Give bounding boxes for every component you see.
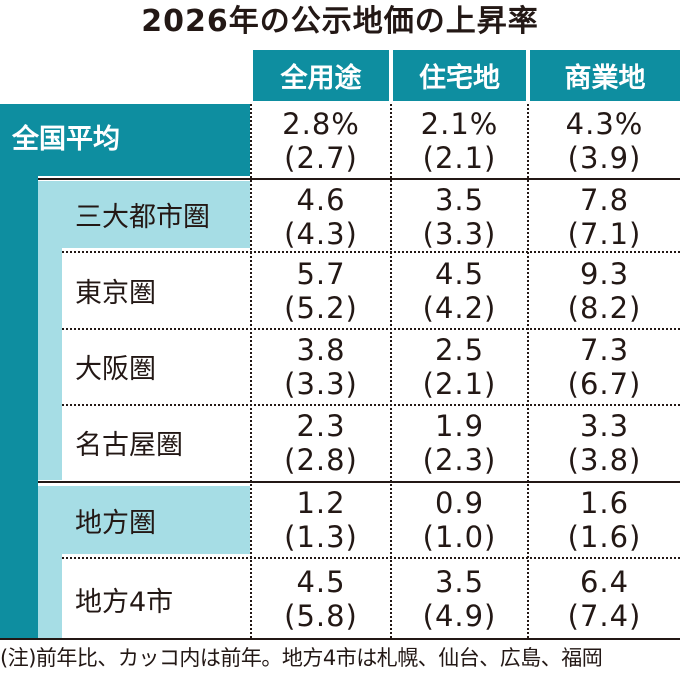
- metro-group-bracket: [38, 181, 62, 480]
- value-current: 4.5: [296, 565, 346, 599]
- cell-regional-4-cities-residential: 3.5 (4.9): [392, 560, 527, 638]
- footnote: (注)前年比、カッコ内は前年。地方4市は札幌、仙台、広島、福岡: [0, 646, 603, 670]
- row-label-osaka: 大阪圏: [75, 353, 156, 385]
- cell-regional-commercial: 1.6 (1.6): [529, 484, 680, 556]
- value-previous-year: (7.4): [567, 599, 642, 633]
- value-current: 0.9: [434, 486, 485, 520]
- value-current: 3.5: [434, 565, 485, 599]
- value-current: 2.5: [434, 333, 485, 367]
- cell-nagoya-all-uses: 2.3 (2.8): [252, 407, 390, 479]
- row-label-three-metro: 三大都市圏: [62, 181, 250, 248]
- cell-tokyo-commercial: 9.3 (8.2): [529, 255, 680, 327]
- separator-line: [38, 481, 680, 483]
- column-header-residential: 住宅地: [393, 50, 526, 101]
- column-divider: [390, 104, 392, 638]
- cell-national-all-uses: 2.8% (2.7): [252, 104, 390, 177]
- cell-osaka-commercial: 7.3 (6.7): [529, 331, 680, 403]
- cell-three-metro-commercial: 7.8 (7.1): [529, 181, 680, 252]
- value-previous-year: (3.3): [422, 216, 497, 251]
- cell-tokyo-all-uses: 5.7 (5.2): [252, 255, 390, 327]
- separator-line: [62, 328, 680, 330]
- value-previous-year: (1.6): [567, 520, 642, 554]
- cell-regional-residential: 0.9 (1.0): [392, 484, 527, 556]
- cell-three-metro-all-uses: 4.6 (4.3): [252, 181, 390, 252]
- value-current: 1.6: [579, 486, 630, 520]
- value-current: 2.3: [296, 409, 346, 443]
- separator-line: [62, 404, 680, 406]
- value-current: 3.5: [434, 182, 485, 217]
- value-current: 7.8: [579, 182, 630, 217]
- separator-line: [62, 557, 680, 559]
- separator-line: [0, 638, 680, 640]
- value-previous-year: (7.1): [567, 216, 642, 251]
- value-current: 5.7: [296, 257, 346, 291]
- cell-nagoya-residential: 1.9 (2.3): [392, 407, 527, 479]
- value-current: 7.3: [579, 333, 630, 367]
- value-current: 3.3: [579, 409, 630, 443]
- row-group-bar: [0, 176, 38, 640]
- value-previous-year: (4.2): [422, 291, 497, 325]
- cell-three-metro-residential: 3.5 (3.3): [392, 181, 527, 252]
- column-divider: [250, 104, 252, 638]
- cell-regional-all-uses: 1.2 (1.3): [252, 484, 390, 556]
- cell-national-residential: 2.1% (2.1): [392, 104, 527, 177]
- value-current: 4.6: [296, 182, 346, 217]
- cell-osaka-residential: 2.5 (2.1): [392, 331, 527, 403]
- value-previous-year: (2.1): [422, 367, 497, 401]
- value-previous-year: (4.9): [422, 599, 497, 633]
- column-header-all-uses: 全用途: [253, 50, 389, 101]
- value-current: 4.3%: [565, 106, 644, 141]
- value-previous-year: (3.8): [567, 443, 642, 477]
- row-label-nagoya: 名古屋圏: [75, 429, 183, 461]
- value-previous-year: (5.2): [284, 291, 358, 325]
- row-label-regional-4-cities: 地方4市: [75, 586, 174, 618]
- value-current: 1.2: [296, 486, 346, 520]
- value-previous-year: (5.8): [284, 599, 358, 633]
- value-previous-year: (1.0): [422, 520, 497, 554]
- value-previous-year: (3.9): [567, 140, 642, 175]
- value-previous-year: (1.3): [284, 520, 358, 554]
- value-previous-year: (4.3): [284, 216, 358, 251]
- regional-group-bracket: [38, 486, 62, 640]
- value-current: 2.1%: [420, 106, 499, 141]
- cell-national-commercial: 4.3% (3.9): [529, 104, 680, 177]
- row-label-tokyo: 東京圏: [75, 277, 156, 309]
- value-current: 3.8: [296, 333, 346, 367]
- value-current: 6.4: [579, 565, 630, 599]
- cell-nagoya-commercial: 3.3 (3.8): [529, 407, 680, 479]
- chart-title: 2026年の公示地価の上昇率: [141, 4, 539, 39]
- value-previous-year: (3.3): [284, 367, 358, 401]
- cell-tokyo-residential: 4.5 (4.2): [392, 255, 527, 327]
- value-previous-year: (2.8): [284, 443, 358, 477]
- separator-line: [62, 251, 680, 253]
- column-header-commercial: 商業地: [530, 50, 680, 101]
- value-current: 2.8%: [282, 106, 360, 141]
- value-previous-year: (2.1): [422, 140, 497, 175]
- cell-osaka-all-uses: 3.8 (3.3): [252, 331, 390, 403]
- cell-regional-4-cities-commercial: 6.4 (7.4): [529, 560, 680, 638]
- column-divider: [527, 104, 529, 638]
- value-current: 4.5: [434, 257, 485, 291]
- value-current: 9.3: [579, 257, 630, 291]
- cell-regional-4-cities-all-uses: 4.5 (5.8): [252, 560, 390, 638]
- value-previous-year: (8.2): [567, 291, 642, 325]
- value-previous-year: (2.3): [422, 443, 497, 477]
- separator-line: [38, 178, 680, 180]
- value-previous-year: (6.7): [567, 367, 642, 401]
- value-current: 1.9: [434, 409, 485, 443]
- row-label-regional: 地方圏: [62, 486, 250, 554]
- value-previous-year: (2.7): [284, 140, 358, 175]
- row-label-national-average: 全国平均: [0, 104, 250, 176]
